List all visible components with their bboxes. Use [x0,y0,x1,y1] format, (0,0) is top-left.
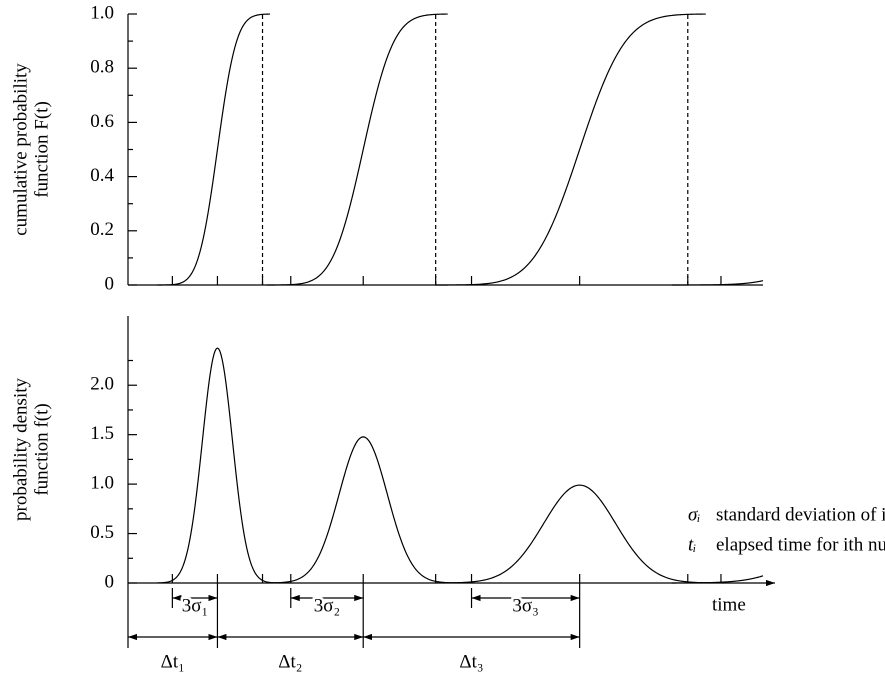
cdf-curve [157,13,271,286]
y-axis-label: probability density [10,377,31,521]
interval-label: Δt₂ [278,651,302,672]
y-axis-label: function f(t) [31,403,52,495]
cdf-curve [266,13,448,286]
spread-label: 3σ₁ [182,595,208,616]
legend-text: standard deviation of ith nucleation [716,504,885,525]
y-tick-label: 1.0 [90,472,114,493]
y-tick-label: 0.6 [90,111,114,132]
x-axis-label: time [712,594,746,615]
legend-symbol: σᵢ [688,504,700,525]
y-tick-label: 0.8 [90,57,114,78]
y-axis-label: function F(t) [31,101,52,198]
pdf-curve [157,347,278,584]
y-tick-label: 0 [105,571,115,592]
y-tick-label: 1.0 [90,2,114,23]
legend-text: elapsed time for ith nucleation [716,534,885,555]
y-tick-label: 0.4 [90,165,114,186]
cdf-curve [671,280,764,286]
interval-label: Δt₃ [459,651,483,672]
y-tick-label: 0.2 [90,219,114,240]
interval-label: Δt₁ [161,651,185,672]
y-tick-label: 1.5 [90,423,114,444]
pdf-curve [435,484,724,584]
legend-symbol: tᵢ [688,534,696,555]
y-axis-label: cumulative probability [10,63,31,236]
y-tick-label: 0.5 [90,522,114,543]
y-tick-label: 0 [105,273,115,294]
pdf-curve [266,436,460,584]
spread-label: 3σ₂ [314,595,340,616]
cdf-curve [435,13,706,286]
spread-label: 3σ₃ [512,595,538,616]
y-tick-label: 2.0 [90,374,114,395]
pdf-curve [671,575,764,584]
